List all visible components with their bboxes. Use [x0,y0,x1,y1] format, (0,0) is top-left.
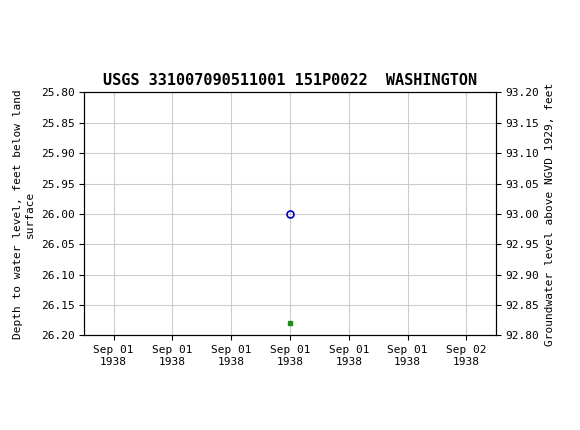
Text: USGS 331007090511001 151P0022  WASHINGTON: USGS 331007090511001 151P0022 WASHINGTON [103,73,477,88]
Y-axis label: Depth to water level, feet below land
surface: Depth to water level, feet below land su… [13,89,35,339]
Text: ≢USGS: ≢USGS [7,11,83,30]
Y-axis label: Groundwater level above NGVD 1929, feet: Groundwater level above NGVD 1929, feet [545,82,555,346]
